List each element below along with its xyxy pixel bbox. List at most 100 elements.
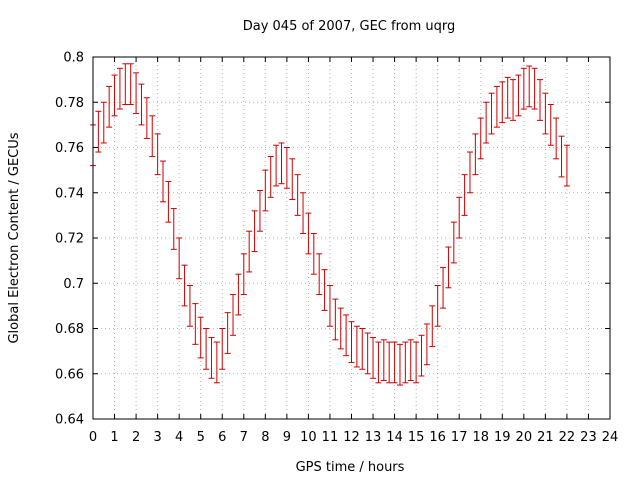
error-bar-point: [251, 210, 258, 253]
error-bars: [90, 63, 570, 386]
chart-title: Day 045 of 2007, GEC from uqrg: [243, 19, 456, 34]
x-tick-label: 2: [132, 430, 140, 445]
error-bar-point: [127, 63, 134, 106]
x-tick-label: 3: [153, 430, 161, 445]
error-bar-point: [364, 332, 371, 375]
error-bar-point: [203, 328, 210, 370]
y-tick-label: 0.66: [55, 367, 84, 382]
x-tick-label: 17: [451, 430, 468, 445]
y-axis-label: Global Electron Content / GECUs: [7, 132, 22, 343]
x-tick-label: 7: [240, 430, 248, 445]
error-bar-point: [95, 110, 102, 153]
error-bar-point: [332, 298, 339, 341]
error-bar-point: [440, 266, 447, 309]
error-bar-point: [499, 81, 506, 124]
error-bar-point: [192, 303, 199, 345]
error-bar-point: [294, 174, 301, 216]
error-bar-point: [289, 158, 296, 201]
error-bar-point: [310, 232, 317, 275]
error-bar-point: [160, 160, 167, 203]
error-bar-point: [321, 269, 328, 311]
x-tick-label: 15: [408, 430, 425, 445]
y-tick-label: 0.74: [55, 186, 84, 201]
error-bar-point: [343, 314, 350, 357]
error-bar-point: [563, 144, 570, 187]
error-bar-point: [396, 343, 403, 386]
error-bar-point: [246, 230, 253, 273]
x-tick-label: 4: [175, 430, 183, 445]
error-bar-point: [359, 328, 366, 370]
error-bar-point: [197, 316, 204, 359]
error-bar-point: [504, 76, 511, 119]
error-bar-point: [558, 135, 565, 178]
error-bar-point: [143, 97, 150, 139]
error-bar-point: [267, 156, 274, 198]
error-bar-point: [488, 92, 495, 135]
error-bar-point: [326, 285, 333, 327]
error-bar-point: [370, 337, 377, 379]
x-tick-label: 10: [300, 430, 317, 445]
error-bar-point: [461, 174, 468, 216]
error-bar-point: [413, 341, 420, 384]
error-bar-point: [273, 144, 280, 187]
error-bar-point: [391, 341, 398, 384]
x-tick-label: 19: [494, 430, 511, 445]
x-tick-label: 20: [516, 430, 533, 445]
error-bar-point: [176, 237, 183, 280]
error-bar-point: [111, 74, 118, 117]
error-bar-point: [262, 169, 269, 212]
error-bar-point: [106, 85, 113, 128]
error-bar-point: [133, 72, 140, 115]
x-tick-label: 13: [365, 430, 382, 445]
x-tick-label: 1: [110, 430, 118, 445]
error-bar-point: [122, 63, 129, 106]
error-bar-point: [170, 208, 177, 250]
error-bar-point: [472, 133, 479, 176]
y-tick-label: 0.76: [55, 141, 84, 156]
error-bar-point: [429, 305, 436, 348]
axis-ticks: 0 1 2 3 4 5 6 7 8 9 10 11 12 13 14 15 16 17 18 19 20 21 22 23 24…: [55, 51, 618, 446]
error-bar-point: [510, 79, 517, 121]
error-bar-point: [348, 321, 355, 363]
error-bar-point: [483, 101, 490, 144]
y-tick-label: 0.78: [55, 96, 84, 111]
error-bar-point: [300, 192, 307, 234]
x-tick-label: 14: [386, 430, 403, 445]
y-tick-label: 0.72: [55, 232, 84, 247]
error-bar-point: [138, 83, 145, 126]
y-tick-label: 0.7: [63, 277, 84, 292]
error-bar-point: [208, 337, 215, 379]
error-bar-point: [542, 92, 549, 135]
x-tick-label: 9: [283, 430, 291, 445]
x-tick-label: 8: [261, 430, 269, 445]
error-bar-point: [186, 285, 193, 327]
error-bar-point: [380, 339, 387, 382]
error-bar-point: [418, 334, 425, 377]
error-bar-point: [154, 133, 161, 176]
error-bar-point: [181, 264, 188, 307]
error-bar-point: [547, 104, 554, 146]
error-bar-point: [149, 115, 156, 158]
error-bar-point: [213, 341, 220, 384]
error-bar-point: [407, 339, 414, 382]
error-bar-point: [278, 142, 285, 185]
error-bar-point: [386, 341, 393, 384]
error-bar-point: [235, 273, 242, 316]
x-tick-label: 0: [89, 430, 97, 445]
error-bar-point: [224, 312, 231, 354]
error-bar-point: [402, 341, 409, 384]
error-bar-point: [165, 180, 172, 223]
error-bar-point: [353, 325, 360, 368]
x-tick-label: 23: [580, 430, 597, 445]
x-tick-label: 18: [472, 430, 489, 445]
x-tick-label: 21: [537, 430, 554, 445]
x-tick-label: 12: [343, 430, 360, 445]
error-bar-point: [423, 323, 430, 366]
y-tick-label: 0.64: [55, 413, 84, 428]
error-bar-point: [316, 253, 323, 296]
error-bar-point: [240, 253, 247, 296]
x-tick-label: 22: [559, 430, 576, 445]
error-bar-point: [493, 85, 500, 128]
error-bar-point: [230, 294, 237, 336]
